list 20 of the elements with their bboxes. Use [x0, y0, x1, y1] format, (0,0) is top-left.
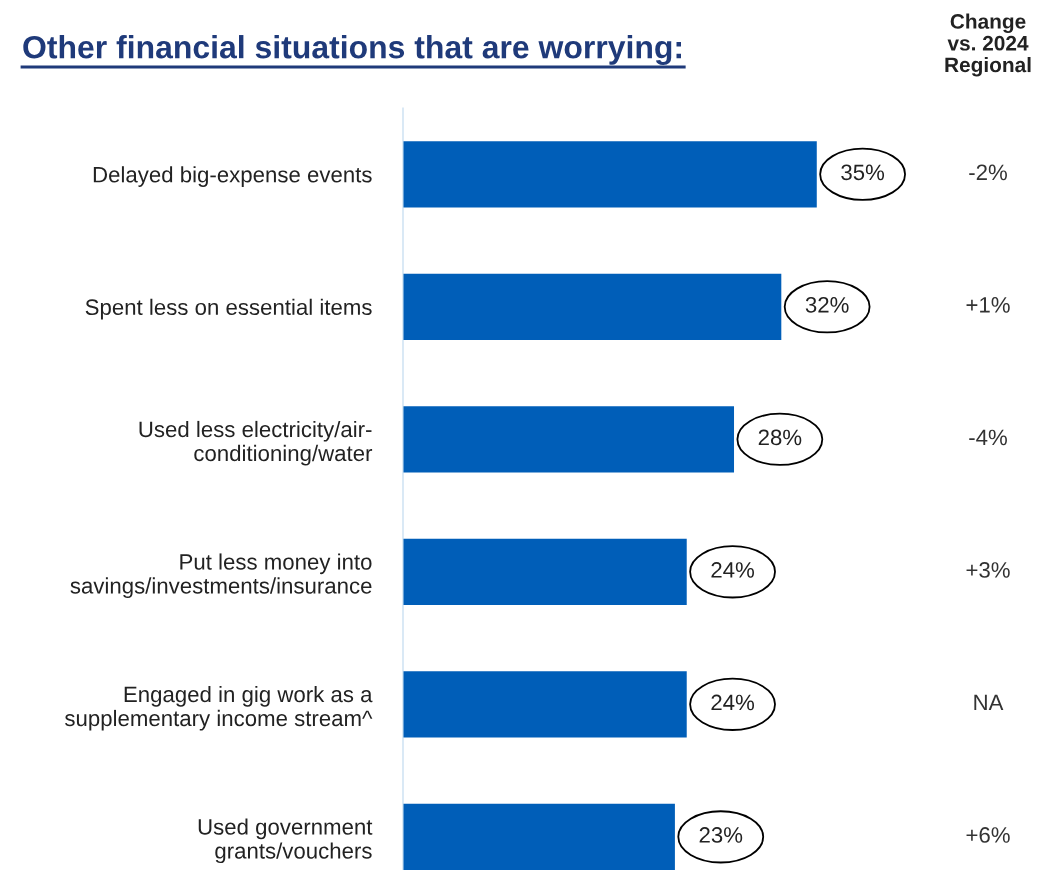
data-label: 23% — [699, 827, 743, 843]
data-label: 28% — [758, 429, 802, 446]
y-tick-label: Engaged in gig work as a supplementary income stream^ — [65, 685, 373, 731]
text: Change vs. 2024 Regional — [945, 13, 1031, 77]
data-label: 32% — [805, 297, 849, 313]
text: NA — [974, 694, 1004, 711]
text: -2% — [969, 164, 1007, 181]
y-tick-label: Spent less on essential items — [85, 298, 372, 320]
data-label: 24% — [711, 562, 755, 578]
data-label: 35% — [841, 164, 885, 181]
text: -4% — [969, 429, 1007, 446]
data-label: 24% — [711, 694, 755, 711]
y-tick-label: Used government grants/vouchers — [198, 818, 373, 864]
y-tick-label: Used less electricity/air- conditioning/water — [139, 420, 373, 466]
text: +3% — [966, 562, 1010, 578]
y-tick-label: Put less money into savings/investments/insurance — [70, 553, 372, 599]
chart-title: Other financial situations that are worrying: — [23, 35, 681, 65]
text: +1% — [966, 297, 1010, 313]
text: +6% — [966, 827, 1010, 843]
y-tick-label: Delayed big-expense events — [93, 166, 372, 187]
